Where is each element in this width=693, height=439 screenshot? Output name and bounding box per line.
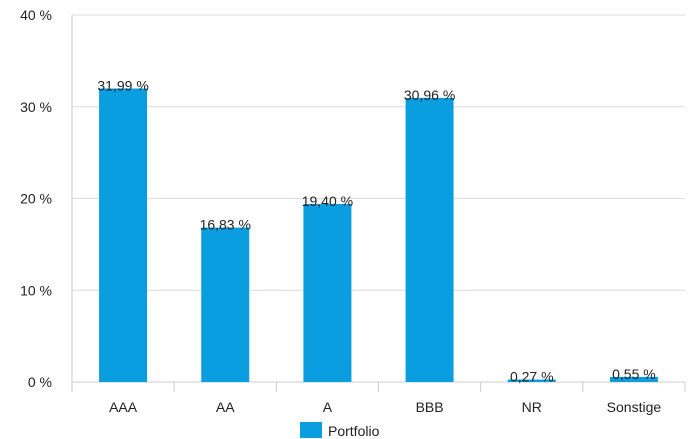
value-label: 30,96 % [404, 87, 455, 103]
y-tick-label: 0 % [28, 374, 52, 390]
x-tick-label: AA [216, 399, 235, 415]
legend-swatch [300, 422, 322, 438]
x-tick-label: AAA [109, 399, 138, 415]
y-tick-label: 10 % [20, 282, 52, 298]
value-label: 0,27 % [510, 369, 554, 385]
y-tick-label: 30 % [20, 99, 52, 115]
bar [507, 379, 556, 382]
x-tick-label: NR [522, 399, 542, 415]
bar [201, 227, 250, 382]
bar [303, 204, 352, 382]
x-tick-label: BBB [416, 399, 444, 415]
legend-label: Portfolio [328, 423, 380, 439]
value-label: 19,40 % [302, 193, 353, 209]
value-label: 0,55 % [612, 366, 656, 382]
x-tick-label: Sonstige [607, 399, 662, 415]
bar [609, 376, 658, 382]
y-tick-label: 20 % [20, 191, 52, 207]
value-label: 31,99 % [97, 77, 148, 93]
y-tick-label: 40 % [20, 7, 52, 23]
x-tick-label: A [323, 399, 333, 415]
value-label: 16,83 % [200, 217, 251, 233]
bar [99, 88, 148, 382]
bar [405, 97, 454, 382]
